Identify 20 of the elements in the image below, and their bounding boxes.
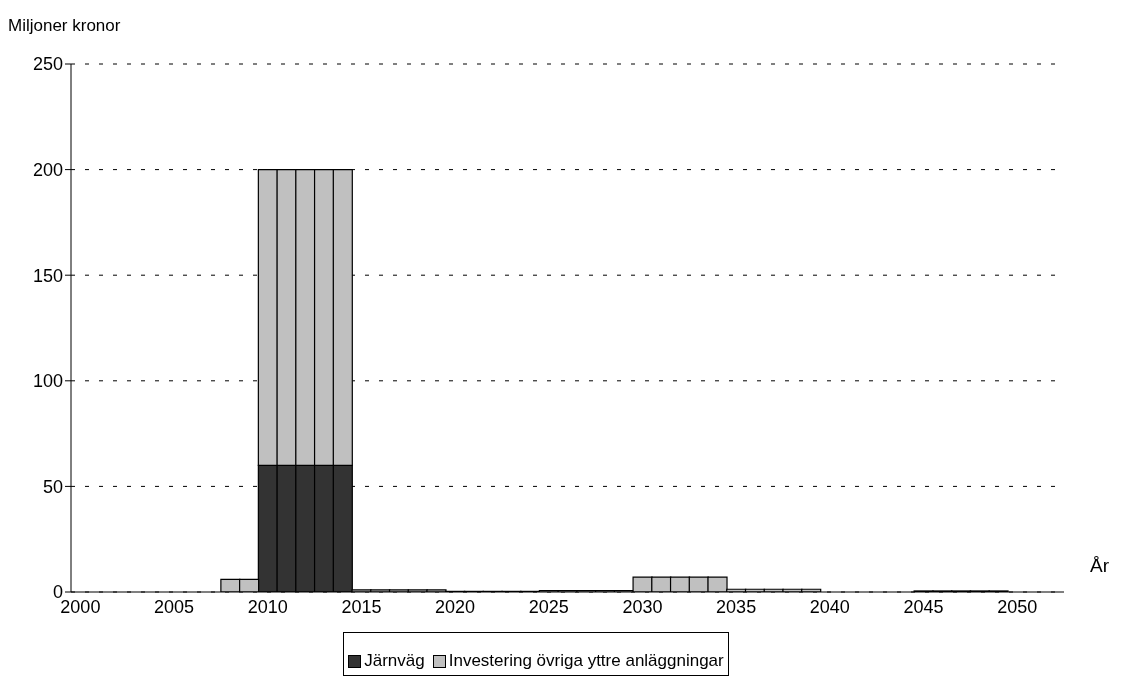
x-tick-label: 2050 — [997, 596, 1038, 617]
x-tick-label: 2025 — [528, 596, 569, 617]
legend-label: Investering övriga yttre anläggningar — [447, 651, 724, 671]
x-tick-label: 2010 — [247, 596, 288, 617]
y-tick-label: 150 — [32, 265, 63, 286]
y-tick-label: 250 — [32, 54, 63, 75]
x-axis-title: År — [1090, 555, 1109, 577]
y-axis-title: Miljoner kronor — [8, 16, 121, 36]
x-tick-label: 2005 — [154, 596, 195, 617]
y-tick-label: 50 — [42, 476, 63, 497]
legend-label: Järnväg — [363, 651, 425, 671]
y-tick-label: 200 — [32, 159, 63, 180]
x-tick-label: 2035 — [716, 596, 757, 617]
x-tick-label: 2020 — [435, 596, 476, 617]
x-tick-label: 2045 — [903, 596, 944, 617]
x-tick-label: 2000 — [60, 596, 101, 617]
x-tick-label: 2015 — [341, 596, 382, 617]
y-tick-label: 100 — [32, 371, 63, 392]
x-tick-label: 2030 — [622, 596, 663, 617]
x-tick-label: 2040 — [809, 596, 850, 617]
